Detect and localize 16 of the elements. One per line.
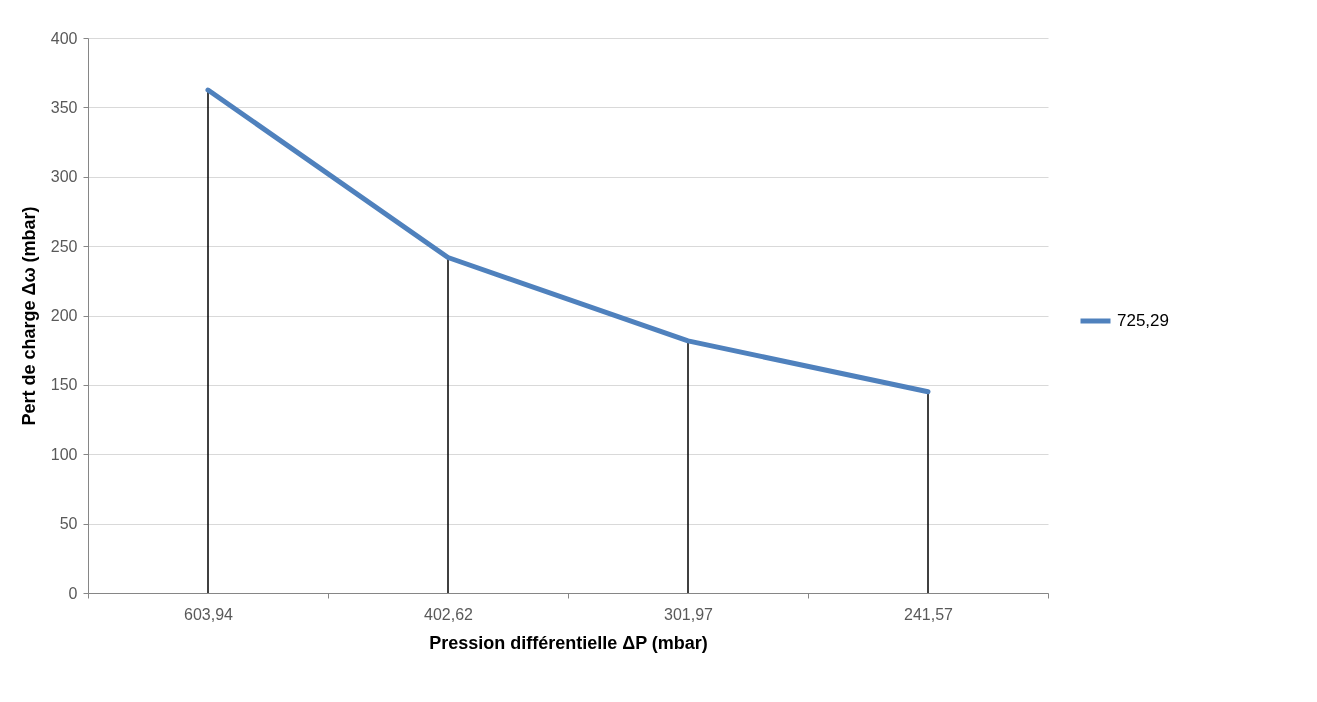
x-tick-label: 241,57 [904, 605, 954, 623]
x-axis-title: Pression différentielle ΔP (mbar) [429, 632, 708, 653]
y-tick-label: 300 [50, 168, 78, 186]
y-tick-label: 150 [50, 376, 78, 394]
y-axis-title: Pert de charge Δω (mbar) [18, 206, 39, 426]
y-tick-label: 400 [50, 29, 78, 47]
x-tick-label: 402,62 [424, 605, 474, 623]
y-tick-label: 350 [50, 98, 78, 116]
y-tick-label: 50 [59, 515, 78, 533]
y-tick-label: 0 [68, 584, 78, 602]
y-tick-label: 250 [50, 237, 78, 255]
y-tick-label: 200 [50, 307, 78, 324]
x-tick-label: 301,97 [664, 605, 714, 623]
legend-label: 725,29 [1117, 311, 1169, 330]
x-tick-label: 603,94 [184, 605, 234, 623]
y-tick-label: 100 [50, 445, 78, 463]
